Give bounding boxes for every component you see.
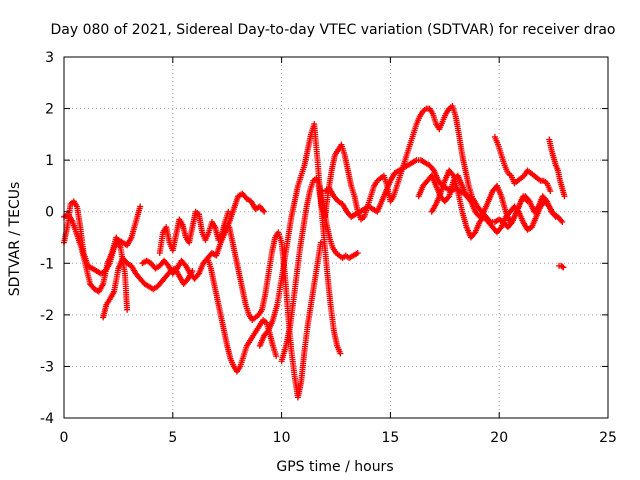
data-point-marker <box>260 207 267 214</box>
y-tick-label: -3 <box>40 359 54 375</box>
data-point-marker <box>194 271 201 278</box>
series-I <box>278 175 361 365</box>
data-point-marker <box>524 198 531 205</box>
y-tick-label: 2 <box>45 102 54 118</box>
data-point-marker <box>429 166 436 173</box>
x-tick-label: 25 <box>599 430 617 446</box>
data-point-marker <box>547 188 554 195</box>
data-point-marker <box>124 306 131 313</box>
data-point-marker <box>261 208 268 215</box>
y-tick-label: 0 <box>45 205 54 221</box>
data-point-marker <box>471 230 478 237</box>
data-point-marker <box>558 217 565 224</box>
series-M <box>428 167 566 241</box>
data-point-marker <box>466 197 473 204</box>
x-tick-label: 20 <box>490 430 508 446</box>
series-P <box>556 262 567 271</box>
chart-title: Day 080 of 2021, Sidereal Day-to-day VTE… <box>50 22 615 38</box>
y-axis-label: SDTVAR / TECUs <box>7 182 23 297</box>
series-B <box>61 211 131 313</box>
data-point-marker <box>523 197 530 204</box>
x-tick-label: 0 <box>60 430 69 446</box>
data-point-marker <box>559 219 566 226</box>
data-point-marker <box>273 353 280 360</box>
y-tick-label: -4 <box>40 411 54 427</box>
grid-lines <box>64 57 608 418</box>
data-point-marker <box>449 171 456 178</box>
series-O <box>546 136 568 200</box>
data-point-marker <box>137 203 144 210</box>
data-point-marker <box>354 249 361 256</box>
data-point-marker <box>561 193 568 200</box>
data-point-marker <box>559 263 566 270</box>
y-tick-label: 3 <box>45 50 54 66</box>
data-point-marker <box>479 210 486 217</box>
series-E <box>156 208 232 256</box>
data-markers <box>61 102 568 401</box>
data-point-marker <box>560 264 567 271</box>
data-point-marker <box>264 328 271 335</box>
data-point-marker <box>497 225 504 232</box>
x-tick-label: 15 <box>381 430 399 446</box>
x-tick-label: 10 <box>273 430 291 446</box>
y-tick-label: -1 <box>40 256 54 272</box>
data-point-marker <box>317 239 324 246</box>
data-point-marker <box>445 194 452 201</box>
data-point-marker <box>510 215 517 222</box>
data-point-marker <box>225 208 232 215</box>
y-tick-label: 1 <box>45 153 54 169</box>
data-point-marker <box>337 350 344 357</box>
data-point-marker <box>514 207 521 214</box>
y-tick-label: -2 <box>40 308 54 324</box>
x-tick-label: 5 <box>168 430 177 446</box>
series-N <box>491 133 554 195</box>
plot-frame <box>63 56 609 419</box>
axis-ticks <box>63 56 609 419</box>
series-D <box>139 190 268 282</box>
series-L <box>415 172 531 226</box>
series-F <box>204 255 280 375</box>
x-axis-label: GPS time / hours <box>276 459 393 475</box>
